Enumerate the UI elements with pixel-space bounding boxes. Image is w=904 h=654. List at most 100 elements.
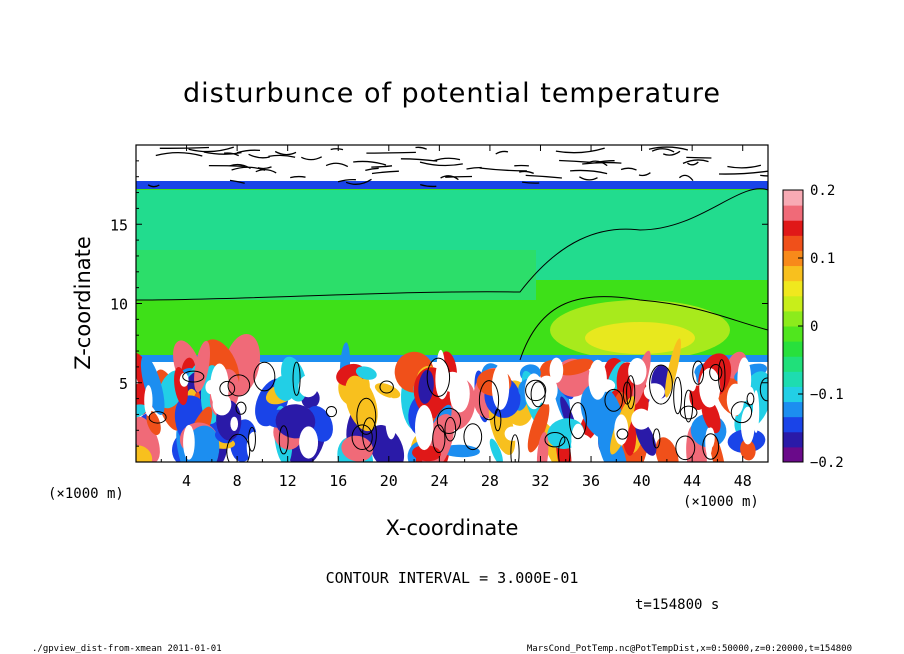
plume-core bbox=[183, 424, 195, 460]
contour-line bbox=[353, 160, 387, 166]
contour-line bbox=[219, 380, 236, 397]
plume-core bbox=[740, 406, 755, 445]
colorbar-tick-label: 0.1 bbox=[810, 251, 835, 267]
x-tick-label: 48 bbox=[734, 472, 752, 490]
contour-line bbox=[760, 174, 768, 177]
colorbar: 0.2 0.1 0 −0.1 −0.2 bbox=[782, 183, 844, 471]
contour-line bbox=[351, 424, 373, 451]
colorbar-segment bbox=[783, 250, 803, 267]
contour-line bbox=[226, 433, 251, 462]
contour-line bbox=[253, 361, 276, 392]
contour-line bbox=[558, 436, 571, 462]
contour-line bbox=[147, 184, 160, 188]
contour-line bbox=[717, 359, 726, 392]
colorbar-segment bbox=[783, 310, 803, 327]
contour-line bbox=[325, 405, 338, 418]
contour-line bbox=[445, 175, 473, 178]
contour-line bbox=[231, 166, 266, 171]
y-axis: 5 10 15 bbox=[110, 160, 768, 447]
contour-line bbox=[248, 426, 256, 452]
x-unit-left: (×1000 m) bbox=[48, 486, 124, 502]
contour-line bbox=[746, 392, 755, 406]
plume bbox=[701, 397, 721, 434]
plume-core bbox=[298, 375, 319, 398]
contour-line bbox=[678, 174, 694, 182]
x-tick-label: 20 bbox=[380, 472, 398, 490]
colorbar-tick-label: −0.1 bbox=[810, 387, 844, 403]
x-tick-label: 8 bbox=[233, 472, 242, 490]
contour-line bbox=[683, 389, 694, 423]
contour-line bbox=[652, 428, 661, 449]
x-axis-title: X-coordinate bbox=[386, 516, 519, 540]
contour-line bbox=[675, 435, 696, 461]
plume bbox=[655, 437, 679, 462]
colorbar-segment bbox=[783, 280, 803, 297]
plume-core bbox=[435, 359, 449, 400]
contour-line bbox=[365, 167, 379, 172]
contour-line bbox=[673, 376, 683, 415]
contour-line bbox=[570, 169, 608, 175]
contour-line bbox=[595, 160, 615, 164]
colorbar-tick-label: −0.2 bbox=[810, 455, 844, 471]
contour-line bbox=[522, 181, 540, 184]
contour-line bbox=[440, 175, 459, 181]
plume-core bbox=[628, 358, 647, 385]
colorbar-tick-label: 0.2 bbox=[810, 183, 835, 199]
plume bbox=[341, 435, 374, 462]
plume-core bbox=[699, 368, 721, 408]
contour-line bbox=[268, 154, 296, 158]
plume-core bbox=[230, 416, 239, 431]
x-tick-label: 44 bbox=[683, 472, 701, 490]
contour-line bbox=[136, 188, 768, 301]
plume bbox=[369, 424, 405, 462]
contour-line bbox=[433, 157, 461, 162]
contour-line bbox=[371, 165, 393, 168]
y-axis-title: Z-coordinate bbox=[71, 236, 95, 370]
contour-line bbox=[604, 388, 623, 412]
contour-line bbox=[420, 183, 437, 188]
contour-line bbox=[568, 402, 587, 440]
colorbar-segment bbox=[783, 416, 803, 433]
contour-line bbox=[730, 401, 753, 424]
contour-line bbox=[649, 364, 673, 405]
plume-core bbox=[385, 397, 398, 440]
plume-core bbox=[210, 363, 229, 410]
contour-line bbox=[494, 408, 502, 432]
contour-line bbox=[182, 370, 205, 383]
colorbar-segment bbox=[783, 220, 803, 236]
top-layer-edge bbox=[136, 181, 768, 189]
contour-line bbox=[727, 164, 762, 169]
contour-line bbox=[759, 377, 768, 402]
contour-line bbox=[466, 166, 482, 170]
contour-line bbox=[679, 405, 698, 420]
plume bbox=[412, 445, 442, 462]
contour-line bbox=[648, 146, 689, 151]
contour-line bbox=[227, 374, 251, 397]
contour-line bbox=[478, 380, 500, 421]
plume bbox=[418, 369, 434, 404]
x-tick-label: 36 bbox=[582, 472, 600, 490]
plume bbox=[580, 383, 623, 440]
time-label: t=154800 s bbox=[635, 597, 719, 613]
colorbar-segment bbox=[783, 265, 803, 282]
y-tick-label: 10 bbox=[110, 296, 128, 314]
contour-line bbox=[525, 174, 562, 179]
x-tick-label: 28 bbox=[481, 472, 499, 490]
plume-core bbox=[299, 426, 319, 459]
plume-core bbox=[414, 405, 434, 451]
contour-line bbox=[208, 164, 246, 167]
contour-line bbox=[301, 156, 323, 161]
plume bbox=[489, 438, 503, 462]
plume bbox=[194, 340, 211, 393]
plume-core bbox=[706, 427, 715, 449]
colorbar-segment bbox=[783, 341, 803, 357]
contour-line bbox=[432, 424, 446, 454]
contour-line bbox=[525, 379, 547, 402]
contour-line bbox=[356, 397, 377, 435]
plume bbox=[355, 366, 377, 380]
chart-title: disturbunce of potential temperature bbox=[183, 78, 721, 109]
colorbar-segment bbox=[783, 356, 803, 372]
x-tick-label: 24 bbox=[430, 472, 448, 490]
contour-line bbox=[419, 161, 463, 167]
